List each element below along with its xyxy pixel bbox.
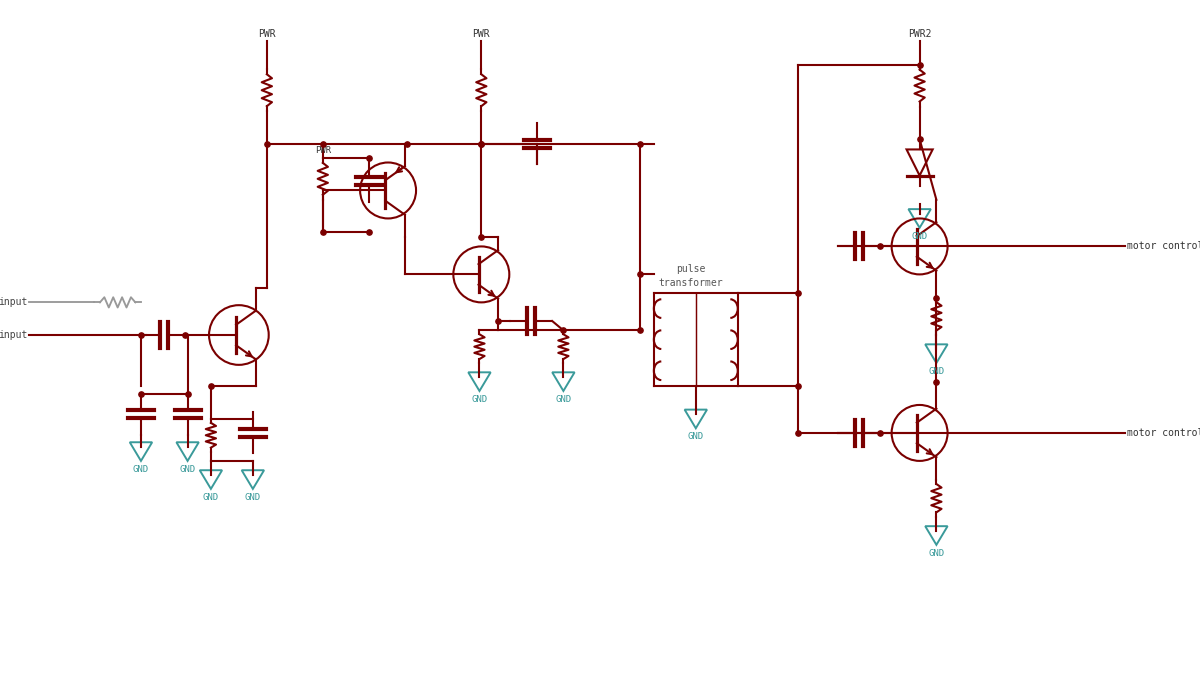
- Text: GND: GND: [912, 232, 928, 241]
- Text: input: input: [0, 297, 28, 307]
- Text: transformer: transformer: [659, 279, 724, 288]
- Text: GND: GND: [472, 394, 487, 403]
- Text: GND: GND: [556, 394, 571, 403]
- Text: pulse: pulse: [677, 265, 706, 274]
- Text: PWR2: PWR2: [908, 29, 931, 39]
- Text: PWR: PWR: [314, 146, 331, 155]
- Text: PWR: PWR: [258, 29, 276, 39]
- Text: input: input: [0, 330, 28, 340]
- Text: motor control: motor control: [1127, 428, 1200, 438]
- Text: GND: GND: [180, 465, 196, 474]
- Text: PWR: PWR: [473, 29, 490, 39]
- Text: GND: GND: [929, 366, 944, 376]
- Text: GND: GND: [929, 549, 944, 558]
- Text: GND: GND: [203, 493, 218, 502]
- Text: GND: GND: [688, 432, 704, 441]
- Text: motor control: motor control: [1127, 242, 1200, 251]
- Text: GND: GND: [245, 493, 260, 502]
- Text: GND: GND: [133, 465, 149, 474]
